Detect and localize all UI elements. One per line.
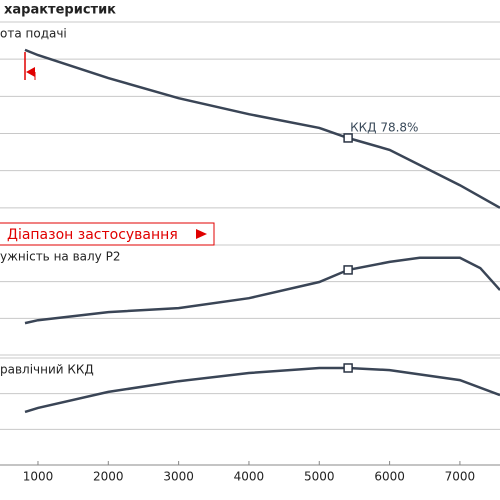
x-tick-label: 7000 [445,470,476,484]
x-tick-label: 3000 [163,470,194,484]
panel-label: равлічний ККД [0,363,94,377]
x-tick-label: 1000 [23,470,54,484]
duty-point [343,133,353,143]
range-box [0,222,215,246]
panel-label: ужність на валу P2 [0,250,120,264]
panel-label: ота подачі [0,27,67,41]
duty-label: ККД 78.8% [350,120,418,134]
range-arrow [26,67,35,77]
range-arrow-right [196,229,207,239]
curve [24,48,500,209]
curve [24,366,500,414]
x-tick-label: 2000 [93,470,124,484]
range-label: Діапазон застосування [7,227,178,243]
x-tick-label: 5000 [304,470,335,484]
duty-point [343,363,353,373]
x-tick-label: 6000 [374,470,405,484]
x-tick-label: 4000 [234,470,265,484]
chart-title: характеристик [4,3,116,18]
duty-point [343,265,353,275]
curve [24,256,500,325]
